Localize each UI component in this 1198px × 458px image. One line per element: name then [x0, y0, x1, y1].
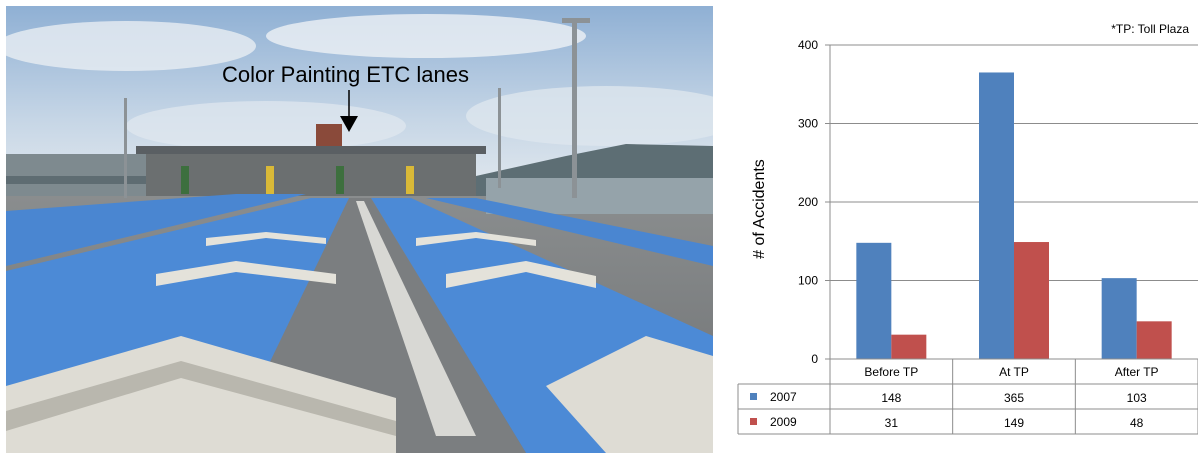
y-axis-ticks: 0 100 200 300 400 [798, 38, 830, 366]
legend-swatch-2007 [750, 393, 757, 400]
bars [856, 72, 1172, 359]
x-category-label: After TP [1115, 365, 1159, 379]
data-label: 365 [1004, 391, 1024, 405]
toll-plaza-photo-image [0, 6, 746, 453]
bar-2007-1 [979, 72, 1014, 359]
data-label: 31 [885, 416, 899, 430]
bar-2009-2 [1136, 321, 1172, 359]
data-label: 148 [881, 391, 901, 405]
legend-label-2007: 2007 [770, 390, 797, 404]
bar-2009-1 [1014, 242, 1049, 359]
data-table: Before TP At TP After TP 2007 148 365 103 2009 3… [737, 358, 1198, 435]
data-label: 103 [1127, 391, 1147, 405]
bar-2009-0 [891, 334, 927, 359]
toll-plaza-photo [0, 6, 746, 453]
y-tick-label: 200 [798, 195, 818, 209]
y-tick-label: 0 [811, 352, 818, 366]
bar-2007-2 [1101, 278, 1137, 359]
y-tick-label: 100 [798, 274, 818, 288]
photo-caption: Color Painting ETC lanes [222, 62, 470, 87]
bar-2007-0 [856, 242, 892, 359]
x-category-label: At TP [999, 365, 1029, 379]
chart-note: *TP: Toll Plaza [1111, 22, 1189, 36]
y-axis-title: # of Accidents [751, 159, 768, 259]
x-category-label: Before TP [864, 365, 918, 379]
arrow-down-icon [340, 90, 358, 132]
legend-swatch-2009 [750, 418, 757, 425]
legend-label-2009: 2009 [770, 415, 797, 429]
y-tick-label: 300 [798, 117, 818, 131]
data-label: 48 [1130, 416, 1144, 430]
y-tick-label: 400 [798, 38, 818, 52]
accidents-chart: *TP: Toll Plaza # of Accidents 0 100 200 30… [737, 22, 1198, 435]
data-label: 149 [1004, 416, 1024, 430]
